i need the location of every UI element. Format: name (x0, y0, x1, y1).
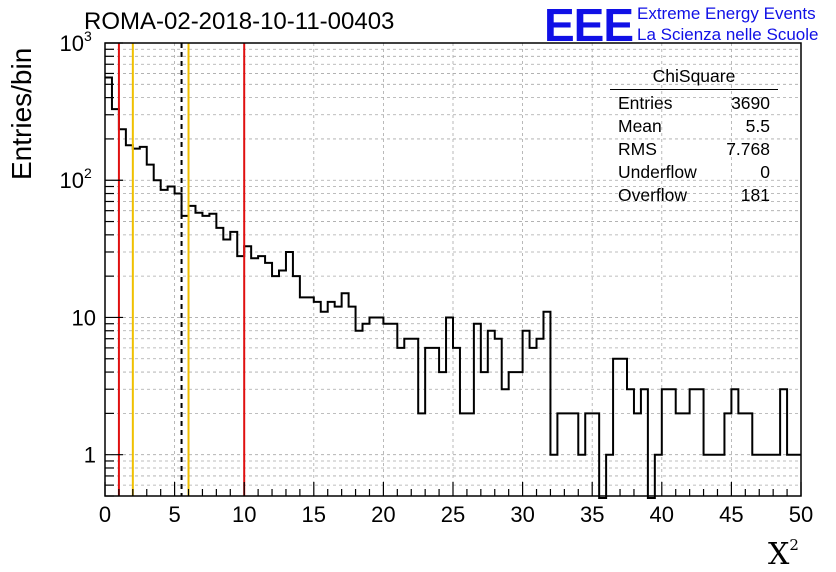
stats-name: ChiSquare (610, 66, 778, 90)
y-tick-label-exponent: 3 (84, 28, 92, 44)
stats-row-entries: Entries 3690 (610, 92, 778, 115)
stats-value: 181 (740, 185, 770, 205)
y-tick-label: 10 (72, 305, 96, 330)
x-tick-label: 40 (650, 502, 674, 527)
stats-label: Entries (618, 93, 673, 113)
stats-label: Mean (618, 116, 662, 136)
x-axis-label-base: X (768, 537, 790, 572)
histogram-series-line (105, 76, 801, 499)
x-tick-label: 50 (789, 502, 813, 527)
eee-logo: EEE (544, 0, 634, 51)
stats-label: Underflow (618, 162, 697, 182)
logo-line-1: Extreme Energy Events (637, 4, 816, 23)
stats-row-overflow: Overflow 181 (610, 184, 778, 207)
y-tick-label: 10 (60, 31, 84, 56)
x-tick-label: 45 (719, 502, 743, 527)
stats-row-underflow: Underflow 0 (610, 161, 778, 184)
stats-value: 0 (760, 162, 770, 182)
y-tick-label: 10 (60, 168, 84, 193)
chart-title: ROMA-02-2018-10-11-00403 (84, 8, 395, 35)
stats-label: RMS (618, 139, 657, 159)
stats-label: Overflow (618, 185, 688, 205)
logo-line-2: La Scienza nelle Scuole (637, 25, 819, 44)
y-tick-label-exponent: 2 (84, 165, 92, 181)
stats-value: 5.5 (745, 116, 770, 136)
x-axis-label-sup: 2 (789, 536, 799, 554)
stats-row-rms: RMS 7.768 (610, 138, 778, 161)
x-axis-label: X2 (768, 536, 799, 572)
x-tick-label: 0 (99, 502, 111, 527)
stats-value: 7.768 (726, 139, 770, 159)
y-tick-label: 1 (84, 443, 96, 468)
x-tick-label: 30 (510, 502, 534, 527)
stats-row-mean: Mean 5.5 (610, 115, 778, 138)
x-tick-label: 15 (302, 502, 326, 527)
x-tick-label: 5 (168, 502, 180, 527)
x-tick-label: 25 (441, 502, 465, 527)
y-axis-label: Entries/bin (6, 47, 37, 180)
stats-box: ChiSquare Entries 3690 Mean 5.5 RMS 7.76… (610, 66, 778, 207)
stats-value: 3690 (731, 93, 770, 113)
x-tick-label: 35 (580, 502, 604, 527)
x-tick-label: 10 (232, 502, 256, 527)
x-tick-label: 20 (371, 502, 395, 527)
